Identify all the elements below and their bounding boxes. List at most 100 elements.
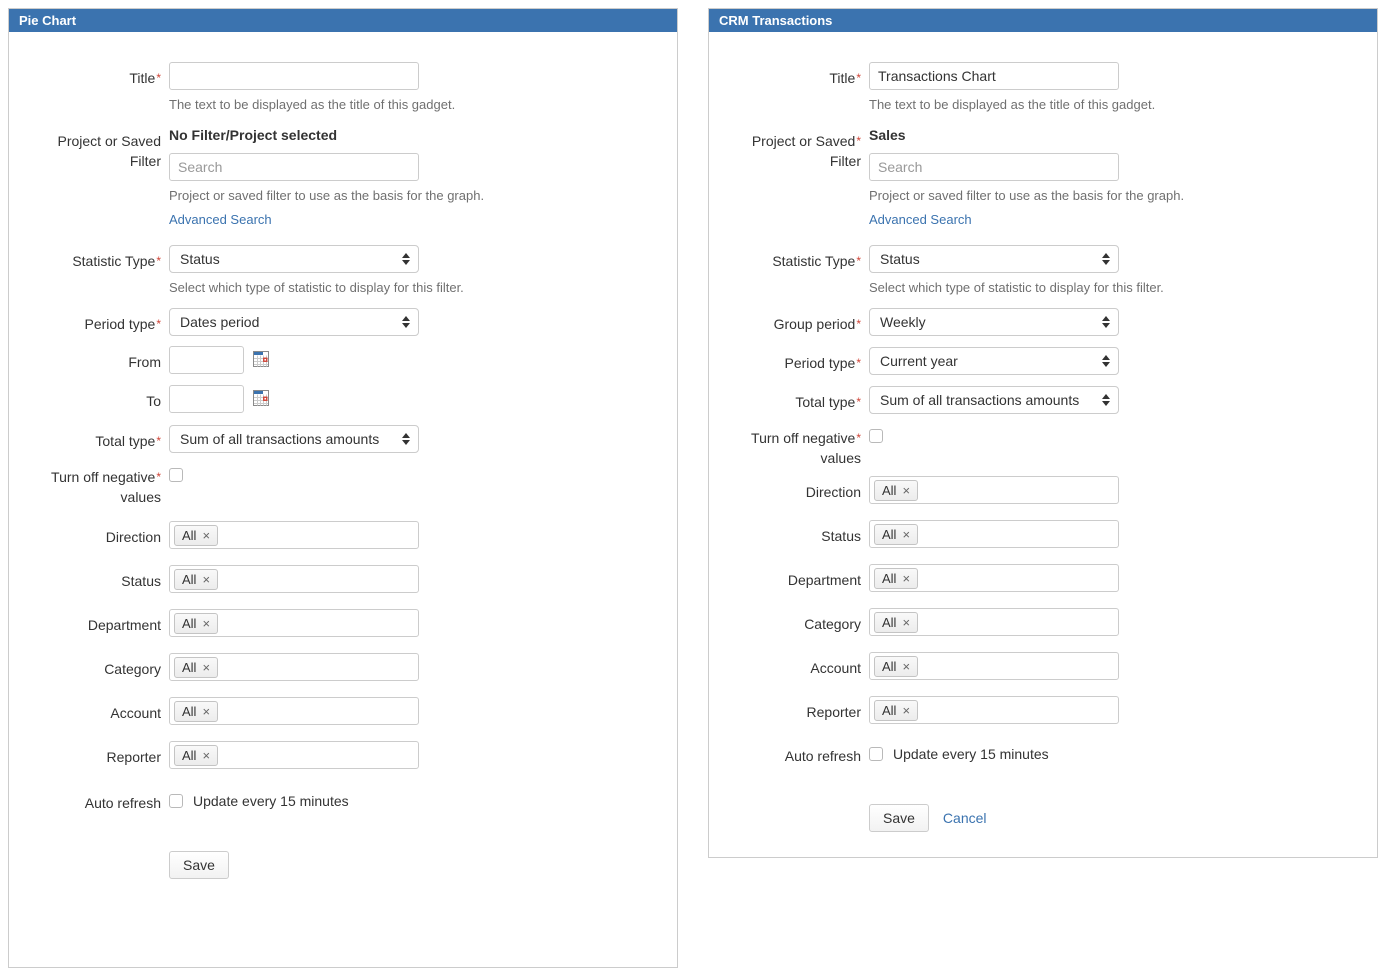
- auto-refresh-label: Auto refresh: [784, 748, 861, 764]
- auto-refresh-checkbox[interactable]: [869, 747, 883, 761]
- reporter-label: Reporter: [806, 704, 861, 720]
- remove-tag-icon[interactable]: ×: [902, 482, 911, 498]
- project-filter-label-line2: Filter: [829, 153, 861, 169]
- advanced-search-link[interactable]: Advanced Search: [869, 212, 972, 227]
- selected-tag: All ×: [174, 568, 219, 590]
- cancel-link[interactable]: Cancel: [942, 810, 987, 826]
- save-button[interactable]: Save: [169, 851, 229, 879]
- direction-multiselect[interactable]: All ×: [169, 521, 419, 549]
- auto-refresh-checkbox[interactable]: [169, 794, 183, 808]
- selected-tag: All ×: [174, 700, 219, 722]
- select-arrows-icon: [402, 433, 410, 445]
- project-filter-label: Project or Saved: [751, 133, 856, 149]
- category-multiselect[interactable]: All ×: [169, 653, 419, 681]
- statistic-type-value: Status: [880, 251, 920, 267]
- remove-tag-icon[interactable]: ×: [202, 659, 211, 675]
- period-type-value: Dates period: [180, 314, 260, 330]
- filter-search-input[interactable]: [869, 153, 1119, 181]
- title-input[interactable]: [869, 62, 1119, 90]
- remove-tag-icon[interactable]: ×: [202, 747, 211, 763]
- group-period-select[interactable]: Weekly: [869, 308, 1119, 336]
- selected-filter-value: Sales: [869, 127, 906, 143]
- period-type-select[interactable]: Dates period: [169, 308, 419, 336]
- reporter-label: Reporter: [106, 749, 161, 765]
- direction-multiselect[interactable]: All ×: [869, 476, 1119, 504]
- project-filter-label: Project or Saved: [57, 133, 162, 149]
- filter-search-input[interactable]: [169, 153, 419, 181]
- statistic-type-help: Select which type of statistic to displa…: [169, 280, 464, 295]
- required-asterisk: *: [856, 431, 861, 445]
- title-help: The text to be displayed as the title of…: [169, 97, 456, 112]
- department-label: Department: [87, 617, 161, 633]
- reporter-multiselect[interactable]: All ×: [169, 741, 419, 769]
- remove-tag-icon[interactable]: ×: [902, 658, 911, 674]
- project-filter-help: Project or saved filter to use as the ba…: [169, 188, 485, 203]
- total-type-label: Total type: [795, 394, 856, 410]
- statistic-type-help: Select which type of statistic to displa…: [869, 280, 1164, 295]
- remove-tag-icon[interactable]: ×: [902, 702, 911, 718]
- calendar-icon[interactable]: [253, 389, 269, 409]
- reporter-multiselect[interactable]: All ×: [869, 696, 1119, 724]
- required-asterisk: *: [156, 71, 161, 85]
- status-multiselect[interactable]: All ×: [869, 520, 1119, 548]
- pie-chart-gadget-panel: Pie Chart Title* The text to be displaye…: [8, 8, 678, 968]
- negative-values-checkbox[interactable]: [869, 429, 883, 443]
- total-type-select[interactable]: Sum of all transactions amounts: [169, 425, 419, 453]
- title-label: Title: [829, 70, 856, 86]
- department-multiselect[interactable]: All ×: [169, 609, 419, 637]
- statistic-type-label: Statistic Type: [72, 253, 156, 269]
- required-asterisk: *: [856, 395, 861, 409]
- category-label: Category: [804, 616, 861, 632]
- from-label: From: [128, 354, 161, 370]
- selected-tag: All ×: [874, 699, 919, 721]
- period-type-select[interactable]: Current year: [869, 347, 1119, 375]
- status-multiselect[interactable]: All ×: [169, 565, 419, 593]
- statistic-type-select[interactable]: Status: [169, 245, 419, 273]
- remove-tag-icon[interactable]: ×: [202, 615, 211, 631]
- from-date-input[interactable]: [169, 346, 244, 374]
- panel-title: Pie Chart: [9, 9, 677, 32]
- account-multiselect[interactable]: All ×: [169, 697, 419, 725]
- total-type-value: Sum of all transactions amounts: [880, 392, 1080, 408]
- title-input[interactable]: [169, 62, 419, 90]
- selected-tag: All ×: [174, 744, 219, 766]
- required-asterisk: *: [856, 356, 861, 370]
- negative-values-checkbox[interactable]: [169, 468, 183, 482]
- remove-tag-icon[interactable]: ×: [902, 526, 911, 542]
- total-type-label: Total type: [95, 433, 156, 449]
- statistic-type-label: Statistic Type: [772, 253, 856, 269]
- save-button[interactable]: Save: [869, 804, 929, 832]
- status-label: Status: [121, 573, 161, 589]
- required-asterisk: *: [856, 317, 861, 331]
- required-asterisk: *: [856, 254, 861, 268]
- selected-tag: All ×: [874, 567, 919, 589]
- selected-tag: All ×: [874, 655, 919, 677]
- remove-tag-icon[interactable]: ×: [902, 570, 911, 586]
- negative-values-label-line2: values: [120, 489, 161, 505]
- to-date-input[interactable]: [169, 385, 244, 413]
- category-label: Category: [104, 661, 161, 677]
- remove-tag-icon[interactable]: ×: [202, 703, 211, 719]
- statistic-type-value: Status: [180, 251, 220, 267]
- group-period-label: Group period: [773, 316, 856, 332]
- selected-tag: All ×: [874, 479, 919, 501]
- department-multiselect[interactable]: All ×: [869, 564, 1119, 592]
- required-asterisk: *: [156, 254, 161, 268]
- statistic-type-select[interactable]: Status: [869, 245, 1119, 273]
- select-arrows-icon: [1102, 316, 1110, 328]
- category-multiselect[interactable]: All ×: [869, 608, 1119, 636]
- calendar-icon[interactable]: [253, 350, 269, 370]
- remove-tag-icon[interactable]: ×: [202, 527, 211, 543]
- crm-transactions-gadget-panel: CRM Transactions Title* The text to be d…: [708, 8, 1378, 858]
- negative-values-label: Turn off negative: [51, 469, 156, 485]
- account-multiselect[interactable]: All ×: [869, 652, 1119, 680]
- account-label: Account: [110, 705, 161, 721]
- required-asterisk: *: [856, 134, 861, 148]
- total-type-value: Sum of all transactions amounts: [180, 431, 380, 447]
- remove-tag-icon[interactable]: ×: [202, 571, 211, 587]
- advanced-search-link[interactable]: Advanced Search: [169, 212, 272, 227]
- remove-tag-icon[interactable]: ×: [902, 614, 911, 630]
- selected-tag: All ×: [174, 524, 219, 546]
- auto-refresh-checkbox-label: Update every 15 minutes: [193, 793, 349, 809]
- total-type-select[interactable]: Sum of all transactions amounts: [869, 386, 1119, 414]
